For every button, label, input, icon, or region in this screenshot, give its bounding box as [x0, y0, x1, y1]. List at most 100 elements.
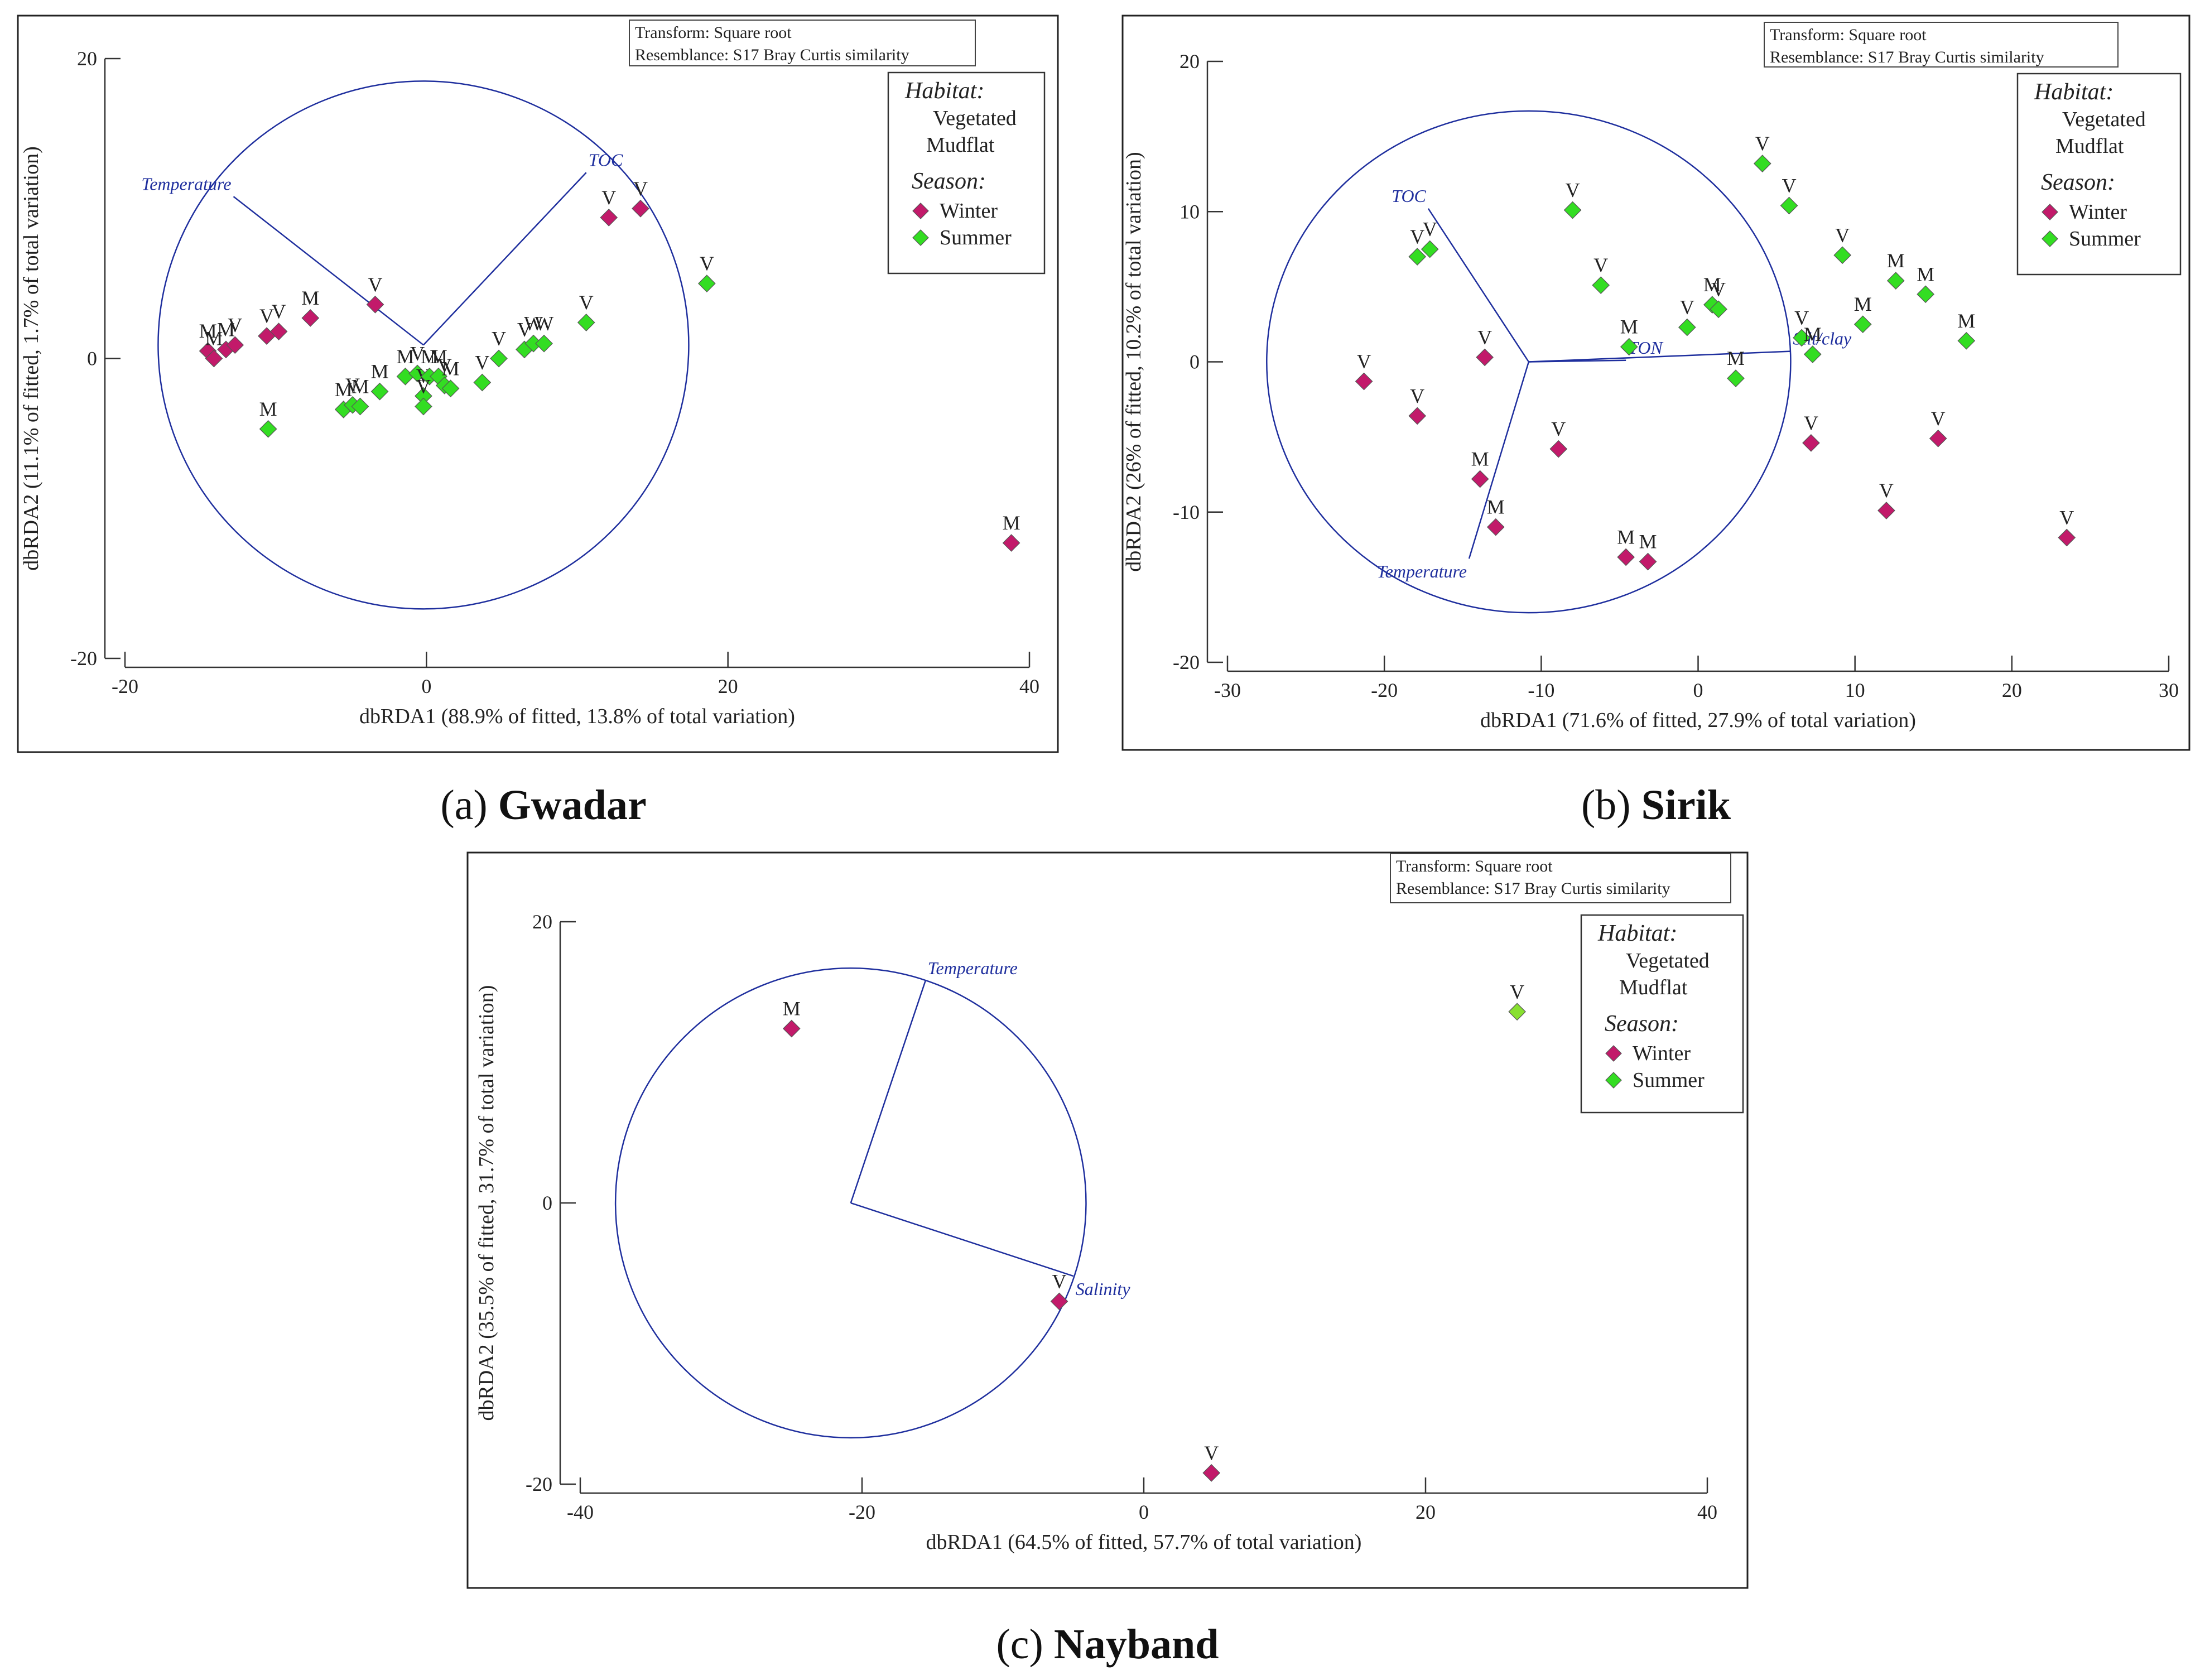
x-tick-label: 20	[1416, 1501, 1436, 1523]
x-tick-label: -10	[1528, 679, 1554, 701]
x-tick-label: -40	[567, 1501, 594, 1523]
point-label: M	[371, 360, 389, 383]
legend-habitat-item: Vegetated	[933, 107, 1017, 130]
point-label: V	[1204, 1442, 1219, 1464]
y-tick-label: -10	[1173, 501, 1200, 523]
transform-box	[629, 20, 976, 66]
data-point-summer	[490, 349, 508, 368]
y-axis-title: dbRDA2 (35.5% of fitted, 31.7% of total …	[475, 985, 498, 1421]
legend-season-marker	[1605, 1072, 1622, 1089]
point-label: M	[1617, 526, 1635, 548]
x-tick-label: 20	[718, 675, 738, 697]
legend-habitat-item: Vegetated	[1626, 949, 1710, 973]
data-point-summer	[259, 420, 277, 438]
point-label: M	[205, 328, 223, 350]
x-tick-label: -20	[112, 675, 138, 697]
data-point-summer	[1803, 345, 1822, 363]
point-label: V	[1680, 296, 1694, 319]
resemblance-line: Resemblance: S17 Bray Curtis similarity	[635, 46, 909, 64]
data-point-summer	[408, 364, 426, 383]
data-point-winter	[1471, 470, 1489, 488]
point-label: V	[1711, 278, 1726, 300]
point-label: M	[397, 345, 415, 368]
point-label: V	[1755, 132, 1770, 155]
legend-season-marker	[2042, 204, 2058, 220]
data-point-winter	[1802, 434, 1820, 452]
point-label: M	[1854, 293, 1872, 315]
data-point-summer	[351, 397, 369, 416]
x-tick-label: 0	[421, 675, 431, 697]
point-label: M	[430, 345, 447, 368]
vector-line	[233, 196, 424, 346]
data-point-summer	[1408, 248, 1427, 266]
legend-season-item: Winter	[940, 199, 998, 223]
point-label: V	[579, 291, 594, 314]
point-label: M	[259, 398, 277, 420]
data-point-summer	[1853, 315, 1872, 334]
data-point-summer	[1592, 276, 1610, 295]
x-tick-label: -20	[849, 1501, 875, 1523]
data-point-summer	[697, 275, 716, 292]
point-label: W	[535, 312, 553, 335]
legend-habitat-item: Mudflat	[2055, 134, 2124, 158]
data-point-summer	[441, 379, 460, 398]
legend-box	[887, 71, 1046, 275]
transform-line: Transform: Square root	[1770, 26, 1927, 44]
data-point-winter	[1408, 407, 1427, 425]
point-label: V	[1835, 224, 1850, 246]
point-label: M	[1703, 273, 1721, 296]
panel-frame	[1121, 15, 2190, 751]
data-point-winter	[1639, 552, 1657, 571]
point-label: M	[1639, 531, 1657, 553]
y-tick-label: 0	[87, 348, 97, 370]
data-point-winter	[1617, 548, 1635, 566]
vector-line	[850, 980, 926, 1204]
point-label: M	[421, 345, 439, 368]
legend-season-title: Season:	[2041, 170, 2115, 195]
point-label: V	[2059, 507, 2074, 529]
vector-line	[850, 1202, 1074, 1277]
x-tick-label: -30	[1214, 679, 1241, 701]
y-tick-label: 20	[1179, 50, 1200, 73]
y-tick-label: -20	[1173, 651, 1200, 673]
panel-caption: (a) Gwadar	[440, 782, 646, 829]
x-tick-label: 0	[1139, 1501, 1149, 1523]
data-point-winter	[205, 349, 223, 368]
transform-box	[1764, 22, 2119, 68]
point-label: M	[1917, 263, 1934, 285]
panel-frame	[17, 15, 1059, 753]
data-point-summer	[1780, 196, 1798, 215]
legend-habitat-title: Habitat:	[1597, 921, 1677, 946]
data-point-summer	[535, 334, 553, 353]
point-label: V	[437, 354, 452, 377]
legend-season-item: Summer	[1633, 1068, 1705, 1092]
data-point-summer	[1421, 240, 1439, 258]
data-point-summer	[1710, 300, 1727, 319]
point-label: M	[351, 376, 369, 398]
x-tick-label: 10	[1845, 679, 1865, 701]
legend-habitat-title: Habitat:	[904, 78, 984, 104]
data-point-winter	[269, 322, 288, 340]
data-point-winter	[1549, 440, 1568, 458]
x-axis-title: dbRDA1 (71.6% of fitted, 27.9% of total …	[1480, 709, 1916, 732]
y-axis-title: dbRDA2 (11.1% of fitted, 1.7% of total v…	[20, 146, 43, 571]
data-point-winter	[226, 336, 244, 354]
data-point-winter	[782, 1019, 801, 1038]
data-point-winter	[1050, 1292, 1068, 1311]
legend-season-marker	[912, 203, 929, 219]
y-axis-title: dbRDA2 (26% of fitted, 10.2% of total va…	[1122, 152, 1145, 571]
y-tick-label: 20	[77, 47, 97, 70]
panel-caption: (c) Nayband	[996, 1621, 1219, 1668]
data-point-summer	[1563, 201, 1582, 219]
data-point-summer	[1727, 369, 1745, 387]
legend-season-title: Season:	[1605, 1011, 1679, 1037]
y-tick-label: 0	[542, 1192, 552, 1214]
data-point-winter	[1355, 372, 1373, 391]
data-point-winter	[1002, 534, 1020, 552]
vector-label: Salinity	[1076, 1279, 1131, 1299]
data-point-winter	[1929, 429, 1947, 447]
legend-season-item: Summer	[940, 226, 1012, 249]
point-label: V	[475, 352, 489, 374]
data-point-winter	[2058, 528, 2076, 547]
panel-sirik: -30 -20 -10 0 10 20 30 -20 -10 0 10 20 dbRDA1 (71.6%…	[1121, 15, 2190, 829]
